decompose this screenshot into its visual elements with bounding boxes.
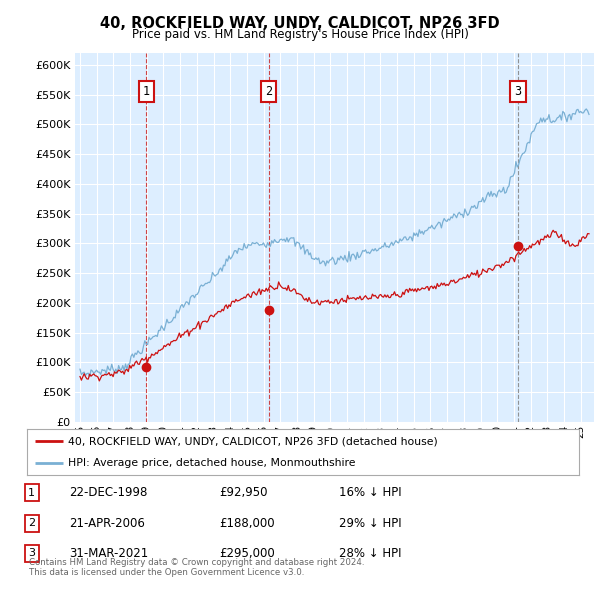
Text: 2: 2 (265, 86, 272, 99)
Text: 40, ROCKFIELD WAY, UNDY, CALDICOT, NP26 3FD: 40, ROCKFIELD WAY, UNDY, CALDICOT, NP26 … (100, 16, 500, 31)
Text: 28% ↓ HPI: 28% ↓ HPI (339, 547, 401, 560)
Text: 21-APR-2006: 21-APR-2006 (69, 517, 145, 530)
Text: Price paid vs. HM Land Registry's House Price Index (HPI): Price paid vs. HM Land Registry's House … (131, 28, 469, 41)
Text: 3: 3 (28, 549, 35, 558)
Text: 22-DEC-1998: 22-DEC-1998 (69, 486, 148, 499)
Text: 3: 3 (515, 86, 521, 99)
Text: HPI: Average price, detached house, Monmouthshire: HPI: Average price, detached house, Monm… (68, 458, 356, 468)
Text: 29% ↓ HPI: 29% ↓ HPI (339, 517, 401, 530)
Text: 2: 2 (28, 519, 35, 528)
Text: £188,000: £188,000 (219, 517, 275, 530)
Text: 40, ROCKFIELD WAY, UNDY, CALDICOT, NP26 3FD (detached house): 40, ROCKFIELD WAY, UNDY, CALDICOT, NP26 … (68, 437, 438, 447)
Text: 1: 1 (143, 86, 150, 99)
Text: £295,000: £295,000 (219, 547, 275, 560)
Text: £92,950: £92,950 (219, 486, 268, 499)
Text: 31-MAR-2021: 31-MAR-2021 (69, 547, 148, 560)
Text: 1: 1 (28, 488, 35, 497)
Text: 16% ↓ HPI: 16% ↓ HPI (339, 486, 401, 499)
Text: Contains HM Land Registry data © Crown copyright and database right 2024.
This d: Contains HM Land Registry data © Crown c… (29, 558, 364, 577)
